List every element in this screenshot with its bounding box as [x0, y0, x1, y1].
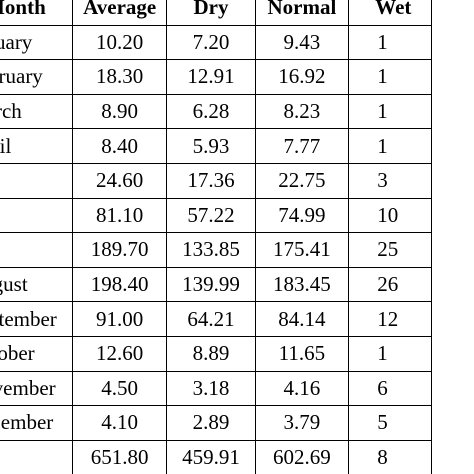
wet-cell: 10: [348, 197, 432, 234]
average-cell: 24.60: [71, 162, 168, 199]
average-cell: 91.00: [71, 301, 168, 337]
month-cell: April: [0, 128, 73, 164]
normal-cell: 9.43: [254, 24, 350, 61]
normal-cell: 8.23: [254, 93, 350, 130]
table-row: 651.80 459.91 602.69 8: [0, 439, 432, 474]
table-row: December4.102.893.795: [0, 405, 432, 441]
normal-cell: 3.79: [254, 405, 350, 441]
normal-cell: 84.14: [254, 301, 350, 337]
average-header: Average: [71, 0, 168, 26]
wet-cell: 1: [348, 128, 432, 164]
normal-cell: 11.65: [254, 335, 350, 372]
average-cell: 4.50: [71, 370, 168, 407]
month-cell: [0, 232, 73, 268]
dry-cell: 12.91: [166, 59, 256, 95]
month-cell: [0, 439, 73, 474]
average-cell: 4.10: [71, 405, 168, 441]
table-row: 81.10 57.22 74.99 10: [0, 197, 432, 234]
dry-cell: 57.22: [166, 197, 256, 234]
normal-cell: 183.45: [254, 266, 350, 303]
normal-cell: 602.69: [254, 439, 350, 474]
month-cell: [0, 162, 73, 199]
dry-header: Dry: [166, 0, 256, 26]
dry-cell: 7.20: [166, 24, 256, 61]
wet-cell: 1: [348, 59, 432, 95]
table-row: January10.207.209.431: [0, 24, 432, 61]
rainfall-table: Month Average Dry Normal Wet January10.2…: [0, 0, 432, 474]
month-cell: November: [0, 370, 73, 407]
dry-cell: 5.93: [166, 128, 256, 164]
average-cell: 198.40: [71, 266, 168, 303]
table-row: March8.906.288.231: [0, 93, 432, 130]
normal-cell: 74.99: [254, 197, 350, 234]
dry-cell: 6.28: [166, 93, 256, 130]
month-cell: [0, 197, 73, 234]
month-cell: February: [0, 59, 73, 95]
wet-cell: 6: [348, 370, 432, 407]
month-header: Month: [0, 0, 73, 26]
month-cell: October: [0, 335, 73, 372]
dry-cell: 2.89: [166, 405, 256, 441]
normal-cell: 22.75: [254, 162, 350, 199]
normal-cell: 16.92: [254, 59, 350, 95]
month-cell: August: [0, 266, 73, 303]
average-cell: 189.70: [71, 232, 168, 268]
average-cell: 10.20: [71, 24, 168, 61]
average-cell: 18.30: [71, 59, 168, 95]
table-row: 24.60 17.36 22.75 3: [0, 162, 432, 199]
average-cell: 8.90: [71, 93, 168, 130]
normal-cell: 4.16: [254, 370, 350, 407]
header-row: Month Average Dry Normal Wet: [0, 0, 432, 26]
wet-cell: 1: [348, 93, 432, 130]
dry-cell: 133.85: [166, 232, 256, 268]
wet-cell: 1: [348, 335, 432, 372]
wet-cell: 1: [348, 24, 432, 61]
wet-cell: 5: [348, 405, 432, 441]
dry-cell: 8.89: [166, 335, 256, 372]
month-cell: December: [0, 405, 73, 441]
table-row: April8.405.937.771: [0, 128, 432, 164]
wet-cell: 12: [348, 301, 432, 337]
dry-cell: 17.36: [166, 162, 256, 199]
dry-cell: 459.91: [166, 439, 256, 474]
normal-cell: 175.41: [254, 232, 350, 268]
table-body: January10.207.209.431February18.3012.911…: [0, 24, 432, 474]
wet-cell: 26: [348, 266, 432, 303]
wet-cell: 8: [348, 439, 432, 474]
table-row: November4.503.184.166: [0, 370, 432, 407]
wet-cell: 3: [348, 162, 432, 199]
normal-header: Normal: [254, 0, 350, 26]
dry-cell: 139.99: [166, 266, 256, 303]
normal-cell: 7.77: [254, 128, 350, 164]
wet-cell: 25: [348, 232, 432, 268]
month-cell: January: [0, 24, 73, 61]
wet-header: Wet: [348, 0, 432, 26]
average-cell: 651.80: [71, 439, 168, 474]
dry-cell: 64.21: [166, 301, 256, 337]
month-cell: March: [0, 93, 73, 130]
average-cell: 8.40: [71, 128, 168, 164]
month-cell: September: [0, 301, 73, 337]
average-cell: 12.60: [71, 335, 168, 372]
average-cell: 81.10: [71, 197, 168, 234]
dry-cell: 3.18: [166, 370, 256, 407]
table-row: 189.70 133.85 175.41 25: [0, 232, 432, 268]
